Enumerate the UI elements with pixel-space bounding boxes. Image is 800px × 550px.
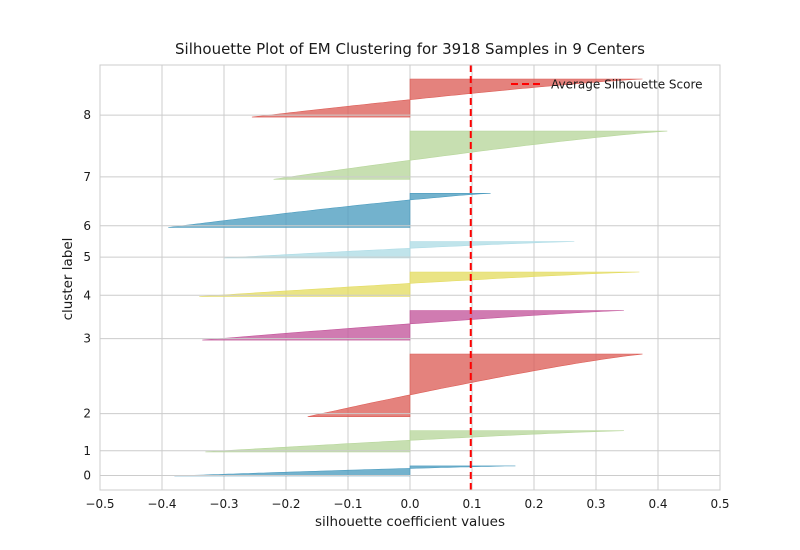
x-tick-label: 0.1 [462, 497, 481, 511]
plot-border [99, 64, 721, 491]
x-tick-label: −0.4 [147, 497, 176, 511]
y-tick-label: 1 [83, 444, 91, 458]
silhouette-cluster-2 [307, 353, 643, 418]
y-tick-label: 0 [83, 468, 91, 482]
x-tick-label: −0.5 [85, 497, 114, 511]
chart-title: Silhouette Plot of EM Clustering for 391… [175, 40, 645, 58]
x-tick-label: 0.0 [400, 497, 419, 511]
y-tick-label: 8 [83, 108, 91, 122]
x-tick-label: 0.3 [586, 497, 605, 511]
legend-label: Average Silhouette Score [551, 78, 703, 92]
x-tick-label: 0.2 [524, 497, 543, 511]
silhouette-cluster-7 [273, 130, 668, 180]
silhouette-cluster-6 [168, 193, 491, 228]
x-tick-label: −0.3 [209, 497, 238, 511]
silhouette-cluster-0 [174, 465, 516, 477]
y-tick-label: 6 [83, 219, 91, 233]
y-tick-label: 4 [83, 288, 91, 302]
silhouette-cluster-1 [205, 430, 624, 453]
x-axis-label: silhouette coefficient values [315, 514, 505, 530]
y-tick-label: 3 [83, 332, 91, 346]
y-tick-label: 5 [83, 250, 91, 264]
silhouette-cluster-8 [251, 78, 643, 118]
silhouette-cluster-5 [223, 241, 575, 259]
silhouette-cluster-4 [199, 271, 640, 297]
x-tick-label: 0.4 [648, 497, 667, 511]
x-tick-label: −0.2 [271, 497, 300, 511]
x-tick-label: −0.1 [333, 497, 362, 511]
y-tick-label: 2 [83, 407, 91, 421]
silhouette-cluster-3 [202, 310, 624, 341]
y-tick-label: 7 [83, 170, 91, 184]
x-tick-label: 0.5 [710, 497, 729, 511]
y-axis-label: cluster label [60, 237, 76, 321]
